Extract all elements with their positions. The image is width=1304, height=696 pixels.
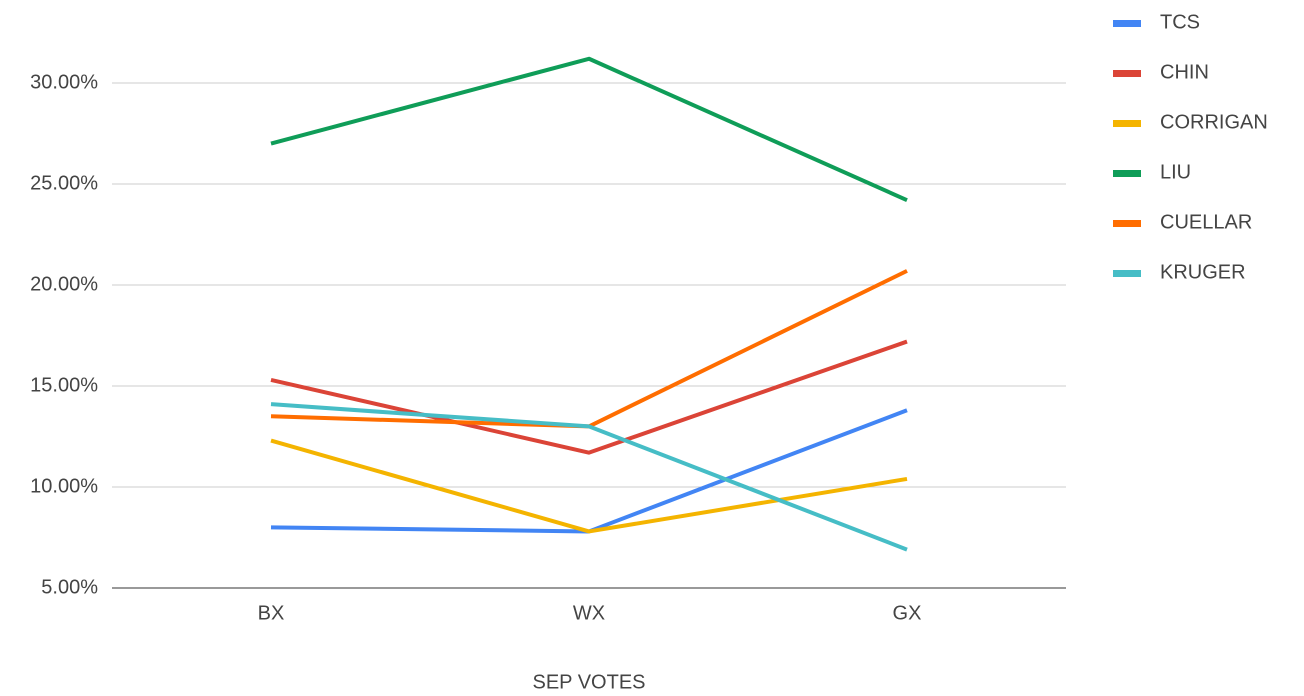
legend-swatch bbox=[1113, 270, 1141, 277]
legend-swatch bbox=[1113, 220, 1141, 227]
legend-label: CORRIGAN bbox=[1160, 111, 1268, 133]
x-axis-title: SEP VOTES bbox=[532, 671, 645, 693]
series-line bbox=[270, 438, 908, 534]
y-tick-label: 15.00% bbox=[30, 374, 98, 396]
legend-label: CHIN bbox=[1160, 61, 1209, 83]
y-tick-label: 10.00% bbox=[30, 475, 98, 497]
y-tick-label: 30.00% bbox=[30, 71, 98, 93]
legend-swatch bbox=[1113, 170, 1141, 177]
legend-label: CUELLAR bbox=[1160, 211, 1252, 233]
series-line bbox=[270, 56, 908, 202]
legend-swatch bbox=[1113, 120, 1141, 127]
legend-label: TCS bbox=[1160, 11, 1200, 33]
y-tick-label: 20.00% bbox=[30, 273, 98, 295]
legend-swatch bbox=[1113, 70, 1141, 77]
series-line bbox=[270, 402, 908, 552]
x-tick-label: BX bbox=[258, 602, 285, 624]
y-tick-label: 25.00% bbox=[30, 172, 98, 194]
legend-label: LIU bbox=[1160, 161, 1191, 183]
legend-label: KRUGER bbox=[1160, 261, 1246, 283]
legend-swatch bbox=[1113, 20, 1141, 27]
y-tick-label: 5.00% bbox=[41, 576, 98, 598]
series-line bbox=[270, 339, 908, 455]
x-tick-label: WX bbox=[573, 602, 605, 624]
x-tick-label: GX bbox=[893, 602, 922, 624]
